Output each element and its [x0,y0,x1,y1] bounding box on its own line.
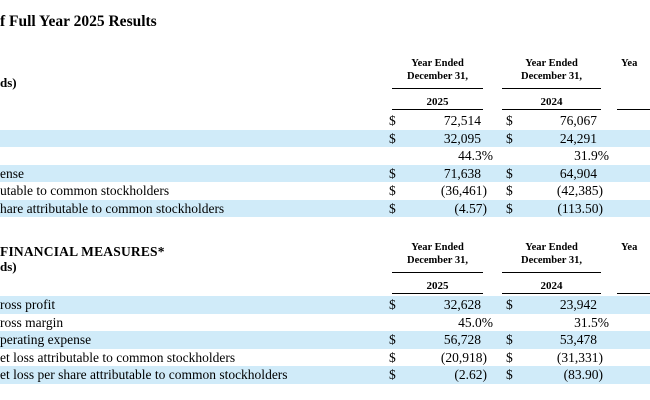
column-period-header: Yea [621,242,638,253]
cell-value: 45.0% [458,314,493,330]
row-label: et loss per share attributable to common… [0,367,288,382]
period-underline [392,88,483,89]
cell-value: 44.3% [458,148,493,163]
year-underline [617,293,650,294]
cell-value: 24,291 [559,130,597,146]
table-row: 44.3% 31.9% [0,147,650,165]
currency-symbol: $ [389,200,396,216]
cell-value: 31.5% [574,314,609,330]
percent-sign: % [597,314,609,330]
table-row: et loss attributable to common stockhold… [0,349,650,367]
table-row: ense $71,638 $64,904 [0,164,650,182]
column-period-header: Year Ended December 31, [406,58,469,82]
cell-value: (83.90) [563,367,603,382]
negative-paren: ) [598,367,604,382]
year-label: 2024 [540,96,563,108]
table-row: et loss per share attributable to common… [0,366,650,384]
row-label: utable to common stockholders [0,183,170,198]
cell-value: 64,904 [559,165,597,181]
row-label: ross margin [0,314,64,330]
percent-sign: % [481,314,493,330]
currency-symbol: $ [506,297,513,312]
negative-paren: ) [482,183,488,198]
column-period-header: Year Ended December 31, [520,58,583,82]
year-underline [617,109,650,110]
currency-symbol: $ [506,113,513,128]
cell-value: 76,067 [559,113,597,128]
table-row: ross profit $32,628 $23,942 [0,296,650,314]
currency-symbol: $ [389,332,396,347]
percent-sign: % [481,148,493,163]
negative-paren: ) [482,349,488,365]
year-underline [392,109,483,110]
cell-value: 23,942 [559,297,597,312]
column-period-header: Yea [621,58,638,69]
cell-value: (2.62) [454,367,487,382]
currency-symbol: $ [506,165,513,181]
cell-value: (31,331) [556,349,603,365]
cell-value: (20,918) [440,349,487,365]
currency-symbol: $ [506,367,513,382]
table-row: utable to common stockholders $ (36,461) $ (… [0,182,650,200]
cell-value: (36,461) [440,183,487,198]
year-label: 2025 [426,96,449,108]
row-label: ross profit [0,297,56,312]
table-row: hare attributable to common stockholders… [0,199,650,217]
column-period-header: Year Ended December 31, [406,242,469,266]
table-row: $72,514 $76,067 [0,112,650,130]
year-label: 2025 [426,280,449,292]
row-label: hare attributable to common stockholders [0,200,225,216]
currency-symbol: $ [506,349,513,365]
table-row: $32,095 $24,291 [0,129,650,147]
currency-symbol: $ [506,183,513,198]
year-underline [502,293,601,294]
negative-paren: ) [482,200,488,216]
currency-symbol: $ [389,183,396,198]
percent-sign: % [597,148,609,163]
negative-paren: ) [598,183,604,198]
cell-value: 31.9% [574,148,609,163]
currency-symbol: $ [506,130,513,146]
column-period-header: Year Ended December 31, [520,242,583,266]
currency-symbol: $ [506,200,513,216]
period-underline [502,88,601,89]
cell-value: 56,728 [443,332,481,347]
year-label: 2024 [540,280,563,292]
units-label: ds) [0,75,17,90]
cell-value: 32,095 [443,130,481,146]
negative-paren: ) [598,349,604,365]
row-label: ense [0,165,24,181]
year-underline [392,293,483,294]
currency-symbol: $ [389,113,396,128]
row-label: et loss attributable to common stockhold… [0,349,236,365]
currency-symbol: $ [506,332,513,347]
table-row: perating expense $56,728 $53,478 [0,331,650,349]
currency-symbol: $ [389,165,396,181]
cell-value: 72,514 [443,113,481,128]
negative-paren: ) [482,367,488,382]
period-underline [502,272,601,273]
table-row: ross margin 45.0% 31.5% [0,314,650,332]
currency-symbol: $ [389,367,396,382]
cell-value: (113.50) [557,200,603,216]
cell-value: (4.57) [454,200,487,216]
cell-value: 53,478 [559,332,597,347]
year-underline [502,109,601,110]
units-label: ds) [0,259,17,274]
currency-symbol: $ [389,297,396,312]
currency-symbol: $ [389,130,396,146]
cell-value: (42,385) [556,183,603,198]
negative-paren: ) [598,200,604,216]
row-label: perating expense [0,332,92,347]
cell-value: 71,638 [443,165,481,181]
period-underline [392,272,483,273]
currency-symbol: $ [389,349,396,365]
page-title: f Full Year 2025 Results [0,13,157,30]
cell-value: 32,628 [443,297,481,312]
section-heading: FINANCIAL MEASURES* [0,244,165,259]
